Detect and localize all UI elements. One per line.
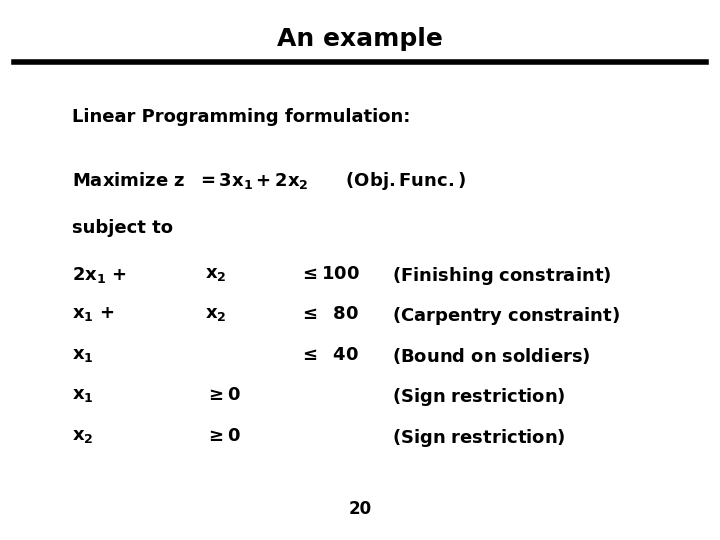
Text: $\mathbf{\geq 0}$: $\mathbf{\geq 0}$ [205,386,241,404]
Text: $\mathbf{x_2}$: $\mathbf{x_2}$ [72,427,94,444]
Text: $\mathbf{(Bound\ on\ soldiers)}$: $\mathbf{(Bound\ on\ soldiers)}$ [392,346,591,366]
Text: $\mathbf{2x_1}$ $\mathbf{+}$: $\mathbf{2x_1}$ $\mathbf{+}$ [72,265,127,285]
Text: 20: 20 [348,501,372,518]
Text: $\mathbf{(Finishing\ constraint)}$: $\mathbf{(Finishing\ constraint)}$ [392,265,612,287]
Text: Maximize $\mathbf{z}$  $\mathbf{= 3x_1 + 2x_2}$      $\mathbf{(Obj. Func.)}$: Maximize $\mathbf{z}$ $\mathbf{= 3x_1 + … [72,170,467,192]
Text: $\mathbf{\leq\ \ 40}$: $\mathbf{\leq\ \ 40}$ [299,346,359,363]
Text: $\mathbf{x_1}$: $\mathbf{x_1}$ [72,346,94,363]
Text: $\mathbf{\leq\ \ 80}$: $\mathbf{\leq\ \ 80}$ [299,305,359,323]
Text: $\mathbf{\leq 100}$: $\mathbf{\leq 100}$ [299,265,359,282]
Text: $\mathbf{(Carpentry\ constraint)}$: $\mathbf{(Carpentry\ constraint)}$ [392,305,621,327]
Text: subject to: subject to [72,219,173,237]
Text: $\mathbf{\geq 0}$: $\mathbf{\geq 0}$ [205,427,241,444]
Text: $\mathbf{(Sign\ restriction)}$: $\mathbf{(Sign\ restriction)}$ [392,427,566,449]
Text: $\mathbf{x_2}$: $\mathbf{x_2}$ [205,265,227,282]
Text: $\mathbf{x_1}$: $\mathbf{x_1}$ [72,386,94,404]
Text: $\mathbf{x_1}$ $\mathbf{+}$: $\mathbf{x_1}$ $\mathbf{+}$ [72,305,114,323]
Text: An example: An example [277,27,443,51]
Text: Linear Programming formulation:: Linear Programming formulation: [72,108,410,126]
Text: $\mathbf{x_2}$: $\mathbf{x_2}$ [205,305,227,323]
Text: $\mathbf{(Sign\ restriction)}$: $\mathbf{(Sign\ restriction)}$ [392,386,566,408]
